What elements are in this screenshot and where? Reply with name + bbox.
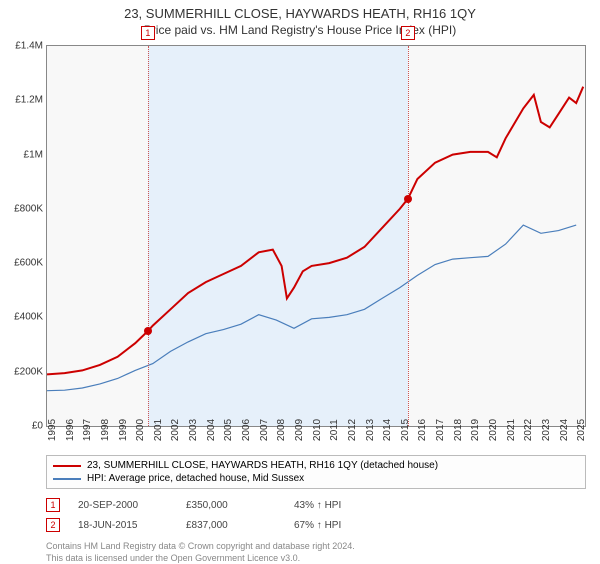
x-axis-label: 2008 xyxy=(276,419,287,441)
x-axis-label: 2001 xyxy=(153,419,164,441)
x-axis-label: 2014 xyxy=(382,419,393,441)
y-axis-label: £1M xyxy=(24,149,43,160)
x-axis-label: 2000 xyxy=(135,419,146,441)
footer-attribution: Contains HM Land Registry data © Crown c… xyxy=(46,541,586,564)
x-axis-label: 2004 xyxy=(206,419,217,441)
sale-marker-badge: 2 xyxy=(46,518,60,532)
x-axis-label: 2013 xyxy=(365,419,376,441)
marker-badge: 1 xyxy=(141,26,155,40)
sale-marker-badge: 1 xyxy=(46,498,60,512)
series-line xyxy=(47,87,583,375)
chart-lines xyxy=(47,46,585,426)
sale-price: £837,000 xyxy=(186,520,276,531)
sale-date: 20-SEP-2000 xyxy=(78,500,168,511)
y-axis-label: £400K xyxy=(14,312,43,323)
x-axis-label: 2005 xyxy=(223,419,234,441)
x-axis-label: 2019 xyxy=(470,419,481,441)
sale-price: £350,000 xyxy=(186,500,276,511)
sales-table: 1 20-SEP-2000 £350,000 43% ↑ HPI 2 18-JUN-201… xyxy=(46,495,586,535)
x-axis-label: 1997 xyxy=(82,419,93,441)
x-axis-label: 2002 xyxy=(170,419,181,441)
legend-item: 23, SUMMERHILL CLOSE, HAYWARDS HEATH, RH… xyxy=(53,459,579,472)
y-axis-label: £1.4M xyxy=(15,41,43,52)
x-axis-label: 2015 xyxy=(400,419,411,441)
sale-date: 18-JUN-2015 xyxy=(78,520,168,531)
sale-vs-hpi: 43% ↑ HPI xyxy=(294,500,384,511)
x-axis-label: 2003 xyxy=(188,419,199,441)
legend-swatch-icon xyxy=(53,478,81,480)
marker-line xyxy=(148,46,149,426)
x-axis-label: 1996 xyxy=(65,419,76,441)
x-axis-label: 2025 xyxy=(576,419,587,441)
sale-point-icon xyxy=(404,195,412,203)
y-axis-label: £800K xyxy=(14,203,43,214)
x-axis-label: 1998 xyxy=(100,419,111,441)
x-axis-label: 2007 xyxy=(259,419,270,441)
x-axis-label: 2011 xyxy=(329,419,340,441)
chart-title: 23, SUMMERHILL CLOSE, HAYWARDS HEATH, RH… xyxy=(0,6,600,21)
y-axis-label: £0 xyxy=(32,421,43,432)
legend-label: HPI: Average price, detached house, Mid … xyxy=(87,473,304,484)
legend-swatch-icon xyxy=(53,465,81,467)
x-axis-label: 2016 xyxy=(417,419,428,441)
sale-point-icon xyxy=(144,327,152,335)
y-axis-label: £200K xyxy=(14,366,43,377)
legend-box: 23, SUMMERHILL CLOSE, HAYWARDS HEATH, RH… xyxy=(46,455,586,489)
x-axis-label: 2010 xyxy=(312,419,323,441)
x-axis-label: 2023 xyxy=(541,419,552,441)
chart-plot-area: £0£200K£400K£600K£800K£1M£1.2M£1.4M19951… xyxy=(46,45,586,427)
x-axis-label: 2022 xyxy=(523,419,534,441)
x-axis-label: 2006 xyxy=(241,419,252,441)
sale-row: 1 20-SEP-2000 £350,000 43% ↑ HPI xyxy=(46,495,586,515)
series-line xyxy=(47,225,576,391)
x-axis-label: 2018 xyxy=(453,419,464,441)
y-axis-label: £1.2M xyxy=(15,95,43,106)
sale-vs-hpi: 67% ↑ HPI xyxy=(294,520,384,531)
x-axis-label: 2021 xyxy=(506,419,517,441)
legend-label: 23, SUMMERHILL CLOSE, HAYWARDS HEATH, RH… xyxy=(87,460,438,471)
footer-line: Contains HM Land Registry data © Crown c… xyxy=(46,541,586,553)
legend-item: HPI: Average price, detached house, Mid … xyxy=(53,472,579,485)
footer-line: This data is licensed under the Open Gov… xyxy=(46,553,586,564)
x-axis-label: 2009 xyxy=(294,419,305,441)
marker-line xyxy=(408,46,409,426)
marker-badge: 2 xyxy=(401,26,415,40)
title-block: 23, SUMMERHILL CLOSE, HAYWARDS HEATH, RH… xyxy=(0,0,600,37)
y-axis-label: £600K xyxy=(14,258,43,269)
sale-row: 2 18-JUN-2015 £837,000 67% ↑ HPI xyxy=(46,515,586,535)
x-axis-label: 1995 xyxy=(47,419,58,441)
chart-container: 23, SUMMERHILL CLOSE, HAYWARDS HEATH, RH… xyxy=(0,0,600,560)
x-axis-label: 2024 xyxy=(559,419,570,441)
x-axis-label: 2017 xyxy=(435,419,446,441)
chart-subtitle: Price paid vs. HM Land Registry's House … xyxy=(0,23,600,37)
x-axis-label: 1999 xyxy=(118,419,129,441)
x-axis-label: 2020 xyxy=(488,419,499,441)
x-axis-label: 2012 xyxy=(347,419,358,441)
